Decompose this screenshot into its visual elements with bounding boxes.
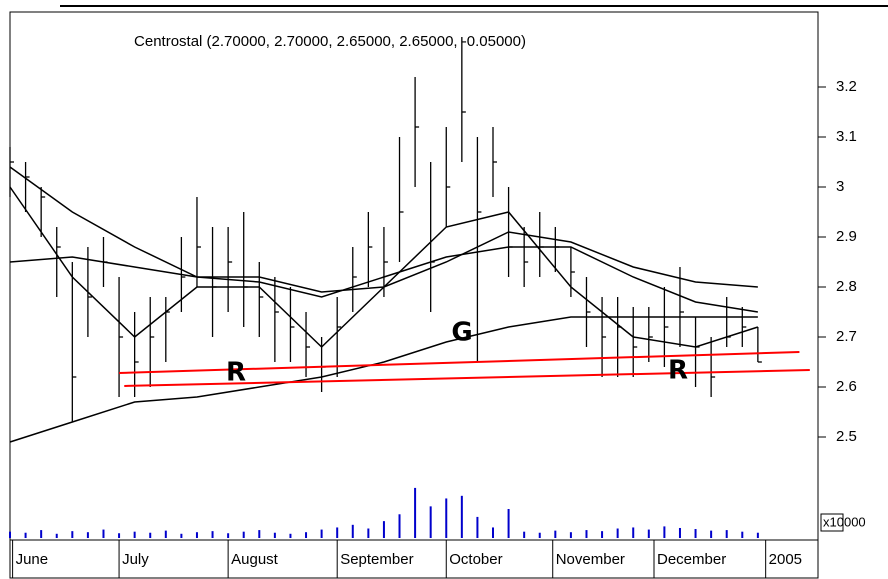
y-tick-label: 2.8 bbox=[836, 278, 857, 295]
y-tick-label: 3.2 bbox=[836, 78, 857, 95]
volume-bar bbox=[756, 532, 759, 538]
volume-bar bbox=[320, 529, 323, 538]
x-tick-label: December bbox=[657, 551, 726, 568]
trend-line bbox=[119, 351, 800, 374]
x-tick-label: 2005 bbox=[769, 551, 802, 568]
chart-title: Centrostal (2.70000, 2.70000, 2.65000, 2… bbox=[134, 33, 526, 50]
y-tick-label: 2.5 bbox=[836, 428, 857, 445]
volume-bar bbox=[554, 530, 557, 538]
volume-bar bbox=[710, 530, 713, 538]
volume-bar bbox=[429, 506, 432, 538]
volume-bar bbox=[741, 531, 744, 538]
volume-bar bbox=[398, 514, 401, 538]
volume-bar bbox=[601, 531, 604, 538]
volume-unit: x10000 bbox=[823, 514, 866, 529]
y-tick-label: 2.6 bbox=[836, 378, 857, 395]
volume-bar bbox=[102, 529, 105, 538]
volume-bar bbox=[460, 495, 463, 538]
volume-bar bbox=[523, 531, 526, 538]
volume-bar bbox=[492, 527, 494, 538]
x-tick-label: August bbox=[231, 551, 279, 568]
y-tick-label: 2.9 bbox=[836, 228, 857, 245]
annotation: G bbox=[451, 318, 472, 348]
y-tick-label: 2.7 bbox=[836, 328, 857, 345]
x-tick-label: July bbox=[122, 551, 149, 568]
volume-bar bbox=[305, 532, 308, 538]
volume-bar bbox=[273, 532, 276, 538]
volume-bar bbox=[164, 530, 167, 538]
volume-bar bbox=[133, 531, 136, 538]
volume-bar bbox=[632, 527, 635, 538]
volume-bar bbox=[507, 509, 510, 538]
volume-bar bbox=[367, 528, 370, 538]
volume-bar bbox=[211, 531, 214, 538]
volume-unit-box bbox=[820, 513, 844, 532]
volume-bar bbox=[258, 530, 261, 538]
volume-bar bbox=[445, 498, 448, 538]
volume-bar bbox=[9, 531, 11, 538]
volume-bar bbox=[149, 532, 152, 538]
x-tick-label: November bbox=[556, 551, 625, 568]
volume-bar bbox=[694, 529, 697, 538]
volume-bar bbox=[476, 516, 479, 538]
x-tick-label: September bbox=[340, 551, 413, 568]
volume-bar bbox=[725, 530, 728, 538]
volume-bar bbox=[71, 531, 74, 538]
volume-bar bbox=[616, 528, 619, 538]
volume-bar bbox=[538, 532, 541, 538]
volume-bar bbox=[24, 532, 27, 538]
date-bar bbox=[9, 539, 819, 579]
volume-bar bbox=[585, 530, 588, 538]
volume-bar bbox=[289, 533, 292, 538]
volume-bar bbox=[663, 526, 666, 538]
volume-bar bbox=[180, 533, 183, 538]
x-tick-label: June bbox=[16, 551, 49, 568]
annotation: R bbox=[668, 356, 688, 386]
volume-bar bbox=[351, 524, 354, 538]
volume-bar bbox=[227, 533, 230, 538]
y-tick-label: 3 bbox=[836, 178, 844, 195]
volume-bar bbox=[569, 532, 572, 538]
trend-line bbox=[124, 369, 810, 387]
volume-bar bbox=[195, 532, 198, 538]
volume-bar bbox=[414, 487, 417, 538]
volume-bar bbox=[382, 521, 385, 538]
volume-bar bbox=[647, 529, 650, 538]
volume-bar bbox=[86, 532, 89, 538]
volume-bar bbox=[55, 533, 58, 538]
x-tick-label: October bbox=[449, 551, 502, 568]
volume-bar bbox=[118, 533, 121, 538]
annotation: R bbox=[226, 358, 246, 388]
volume-bar bbox=[678, 527, 681, 538]
y-tick-label: 3.1 bbox=[836, 128, 857, 145]
volume-bar bbox=[336, 527, 339, 538]
volume-bar bbox=[40, 530, 43, 538]
volume-bar bbox=[242, 531, 245, 538]
